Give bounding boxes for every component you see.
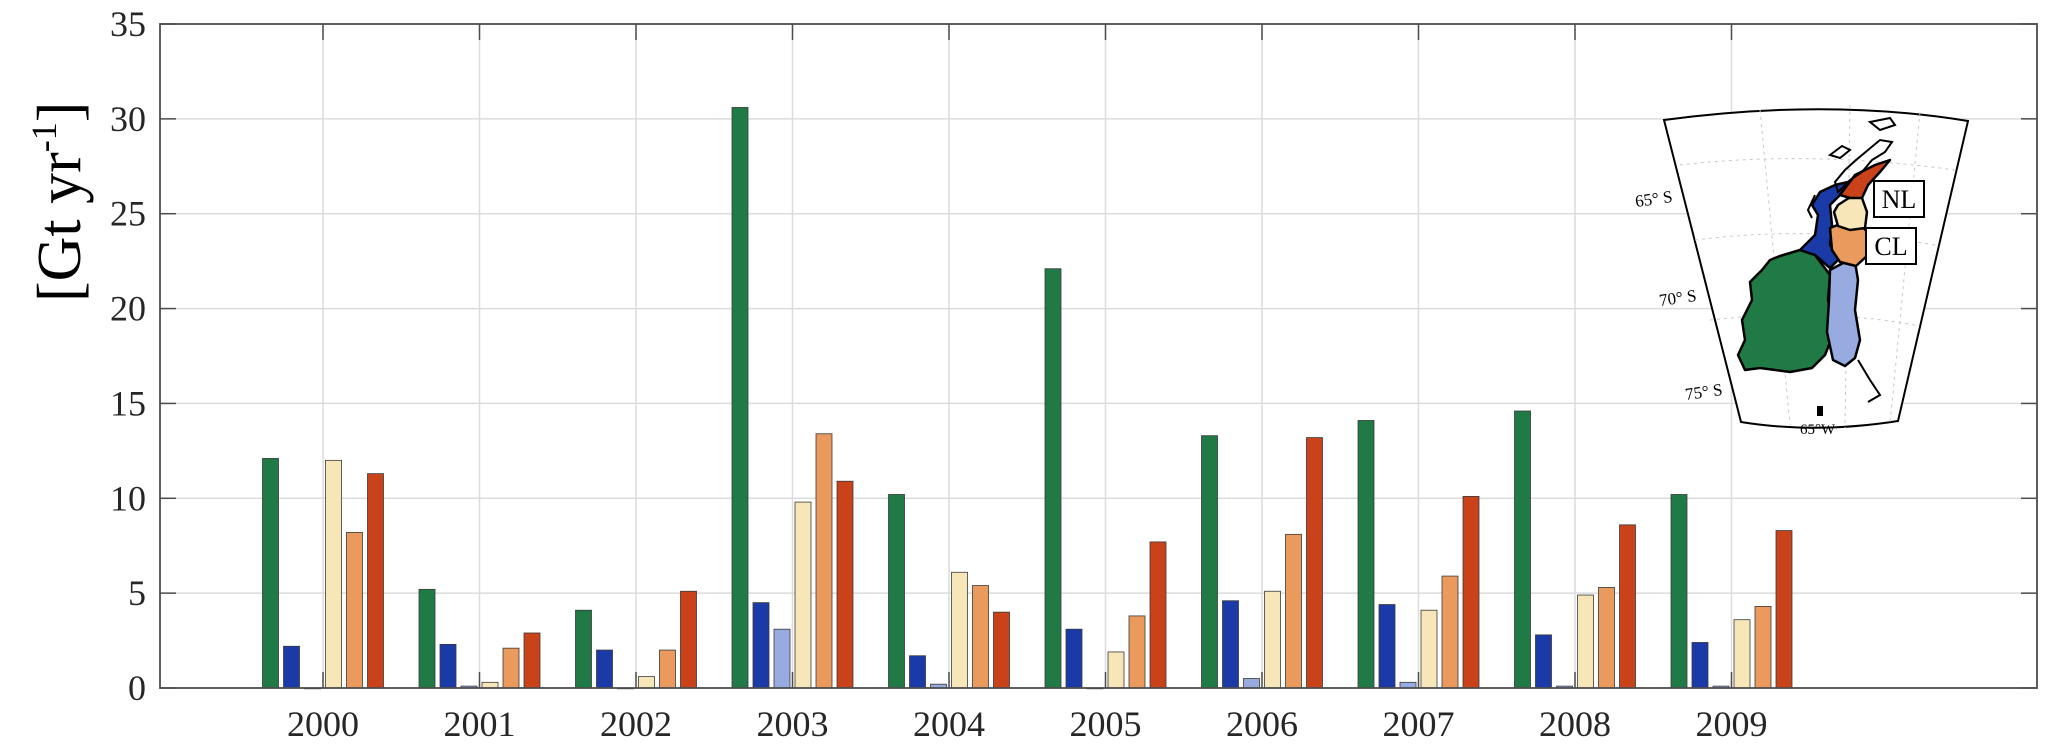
bar xyxy=(596,649,613,689)
x-tick-label: 2008 xyxy=(1539,704,1611,744)
x-tick-label: 2005 xyxy=(1070,704,1142,744)
bar xyxy=(836,480,854,689)
bar xyxy=(794,501,812,689)
region-lightblue xyxy=(1825,260,1862,368)
label-box-nl xyxy=(1873,180,1925,218)
bar xyxy=(1128,615,1146,689)
bar xyxy=(1149,541,1167,689)
bar xyxy=(1670,494,1688,689)
bar xyxy=(1243,678,1260,689)
bar xyxy=(283,645,300,689)
x-tick-labels: 2000 2001 2002 2003 2004 2005 2006 2007 2008 2009 xyxy=(287,704,1768,744)
bar xyxy=(1441,575,1459,689)
bar xyxy=(346,532,363,689)
bar xyxy=(888,494,905,689)
x-tick-label: 2006 xyxy=(1226,704,1298,744)
gridlines xyxy=(160,24,2037,688)
bar xyxy=(752,602,770,689)
bar xyxy=(1619,524,1636,689)
bar xyxy=(1535,634,1552,689)
x-tick-label: 2001 xyxy=(444,704,516,744)
x-tick-label: 2000 xyxy=(287,704,359,744)
bar xyxy=(523,632,541,689)
bar xyxy=(575,609,592,689)
bar xyxy=(1754,606,1772,689)
bar xyxy=(1285,533,1302,689)
label-box-cl xyxy=(1865,227,1917,265)
bar xyxy=(367,473,384,689)
bar xyxy=(1462,495,1480,689)
y-tick-label: 10 xyxy=(110,478,146,518)
axes xyxy=(159,23,2038,689)
svg-text:[Gt yr-1]: [Gt yr-1] xyxy=(24,102,94,302)
y-tick-label: 30 xyxy=(110,99,146,139)
lat-label-70: 70° S xyxy=(1658,286,1698,310)
bar xyxy=(1514,410,1531,689)
bar xyxy=(325,459,342,689)
bar xyxy=(1420,609,1438,689)
y-tick-label: 0 xyxy=(128,668,146,708)
y-axis-title-superscript: -1 xyxy=(24,122,64,152)
bar xyxy=(439,643,457,689)
bar xyxy=(1065,628,1083,689)
bar xyxy=(502,647,520,689)
x-tick-label: 2004 xyxy=(913,704,985,744)
y-axis-title-main: [Gt yr xyxy=(26,152,94,302)
y-axis-title: [Gt yr-1] xyxy=(24,102,94,302)
bar xyxy=(1222,600,1239,689)
x-tick-label: 2007 xyxy=(1383,704,1455,744)
bar xyxy=(1598,587,1615,689)
bar xyxy=(909,655,926,689)
x-tick-label: 2009 xyxy=(1696,704,1768,744)
lon-label: 65°W xyxy=(1800,422,1836,438)
bar xyxy=(773,628,791,689)
y-tick-label: 5 xyxy=(128,573,146,613)
axes-box xyxy=(159,23,2038,689)
bar xyxy=(680,590,697,689)
y-tick-label: 15 xyxy=(110,383,146,423)
bar xyxy=(993,611,1010,689)
region-label-cl: CL xyxy=(1874,232,1907,261)
bar xyxy=(951,571,968,689)
bar xyxy=(1775,530,1793,689)
bar xyxy=(1577,594,1594,689)
x-tick-label: 2002 xyxy=(600,704,672,744)
map-regions xyxy=(1736,158,1892,374)
bar xyxy=(418,588,436,689)
y-tick-label: 35 xyxy=(110,4,146,44)
map-outline xyxy=(1806,116,1897,403)
bar xyxy=(1357,420,1375,689)
y-tick-labels: 0 5 10 15 20 25 30 35 xyxy=(110,4,146,708)
bar xyxy=(1378,604,1396,689)
bar xyxy=(1306,437,1323,689)
region-label-nl: NL xyxy=(1882,185,1917,214)
inset-map: 65° S 70° S 75° S 65°W NL CL xyxy=(1634,104,1970,438)
lat-label-75: 75° S xyxy=(1684,380,1724,404)
bar xyxy=(262,458,279,689)
bar xyxy=(659,649,676,689)
bar xyxy=(1264,590,1281,689)
bar xyxy=(1201,435,1218,689)
y-tick-label: 20 xyxy=(110,289,146,329)
y-tick-label: 25 xyxy=(110,194,146,234)
bar xyxy=(1107,651,1125,689)
bar xyxy=(638,676,655,689)
y-axis-title-bracket: ] xyxy=(26,102,94,123)
lat-label-65: 65° S xyxy=(1634,187,1674,211)
bar xyxy=(972,585,989,689)
x-tick-label: 2003 xyxy=(757,704,829,744)
bar xyxy=(1733,619,1751,689)
bar xyxy=(1691,642,1709,689)
bar xyxy=(1044,268,1062,689)
bar xyxy=(731,107,749,689)
bars xyxy=(262,107,1793,690)
lon-tick-mark xyxy=(1817,406,1823,416)
bar xyxy=(815,433,833,689)
